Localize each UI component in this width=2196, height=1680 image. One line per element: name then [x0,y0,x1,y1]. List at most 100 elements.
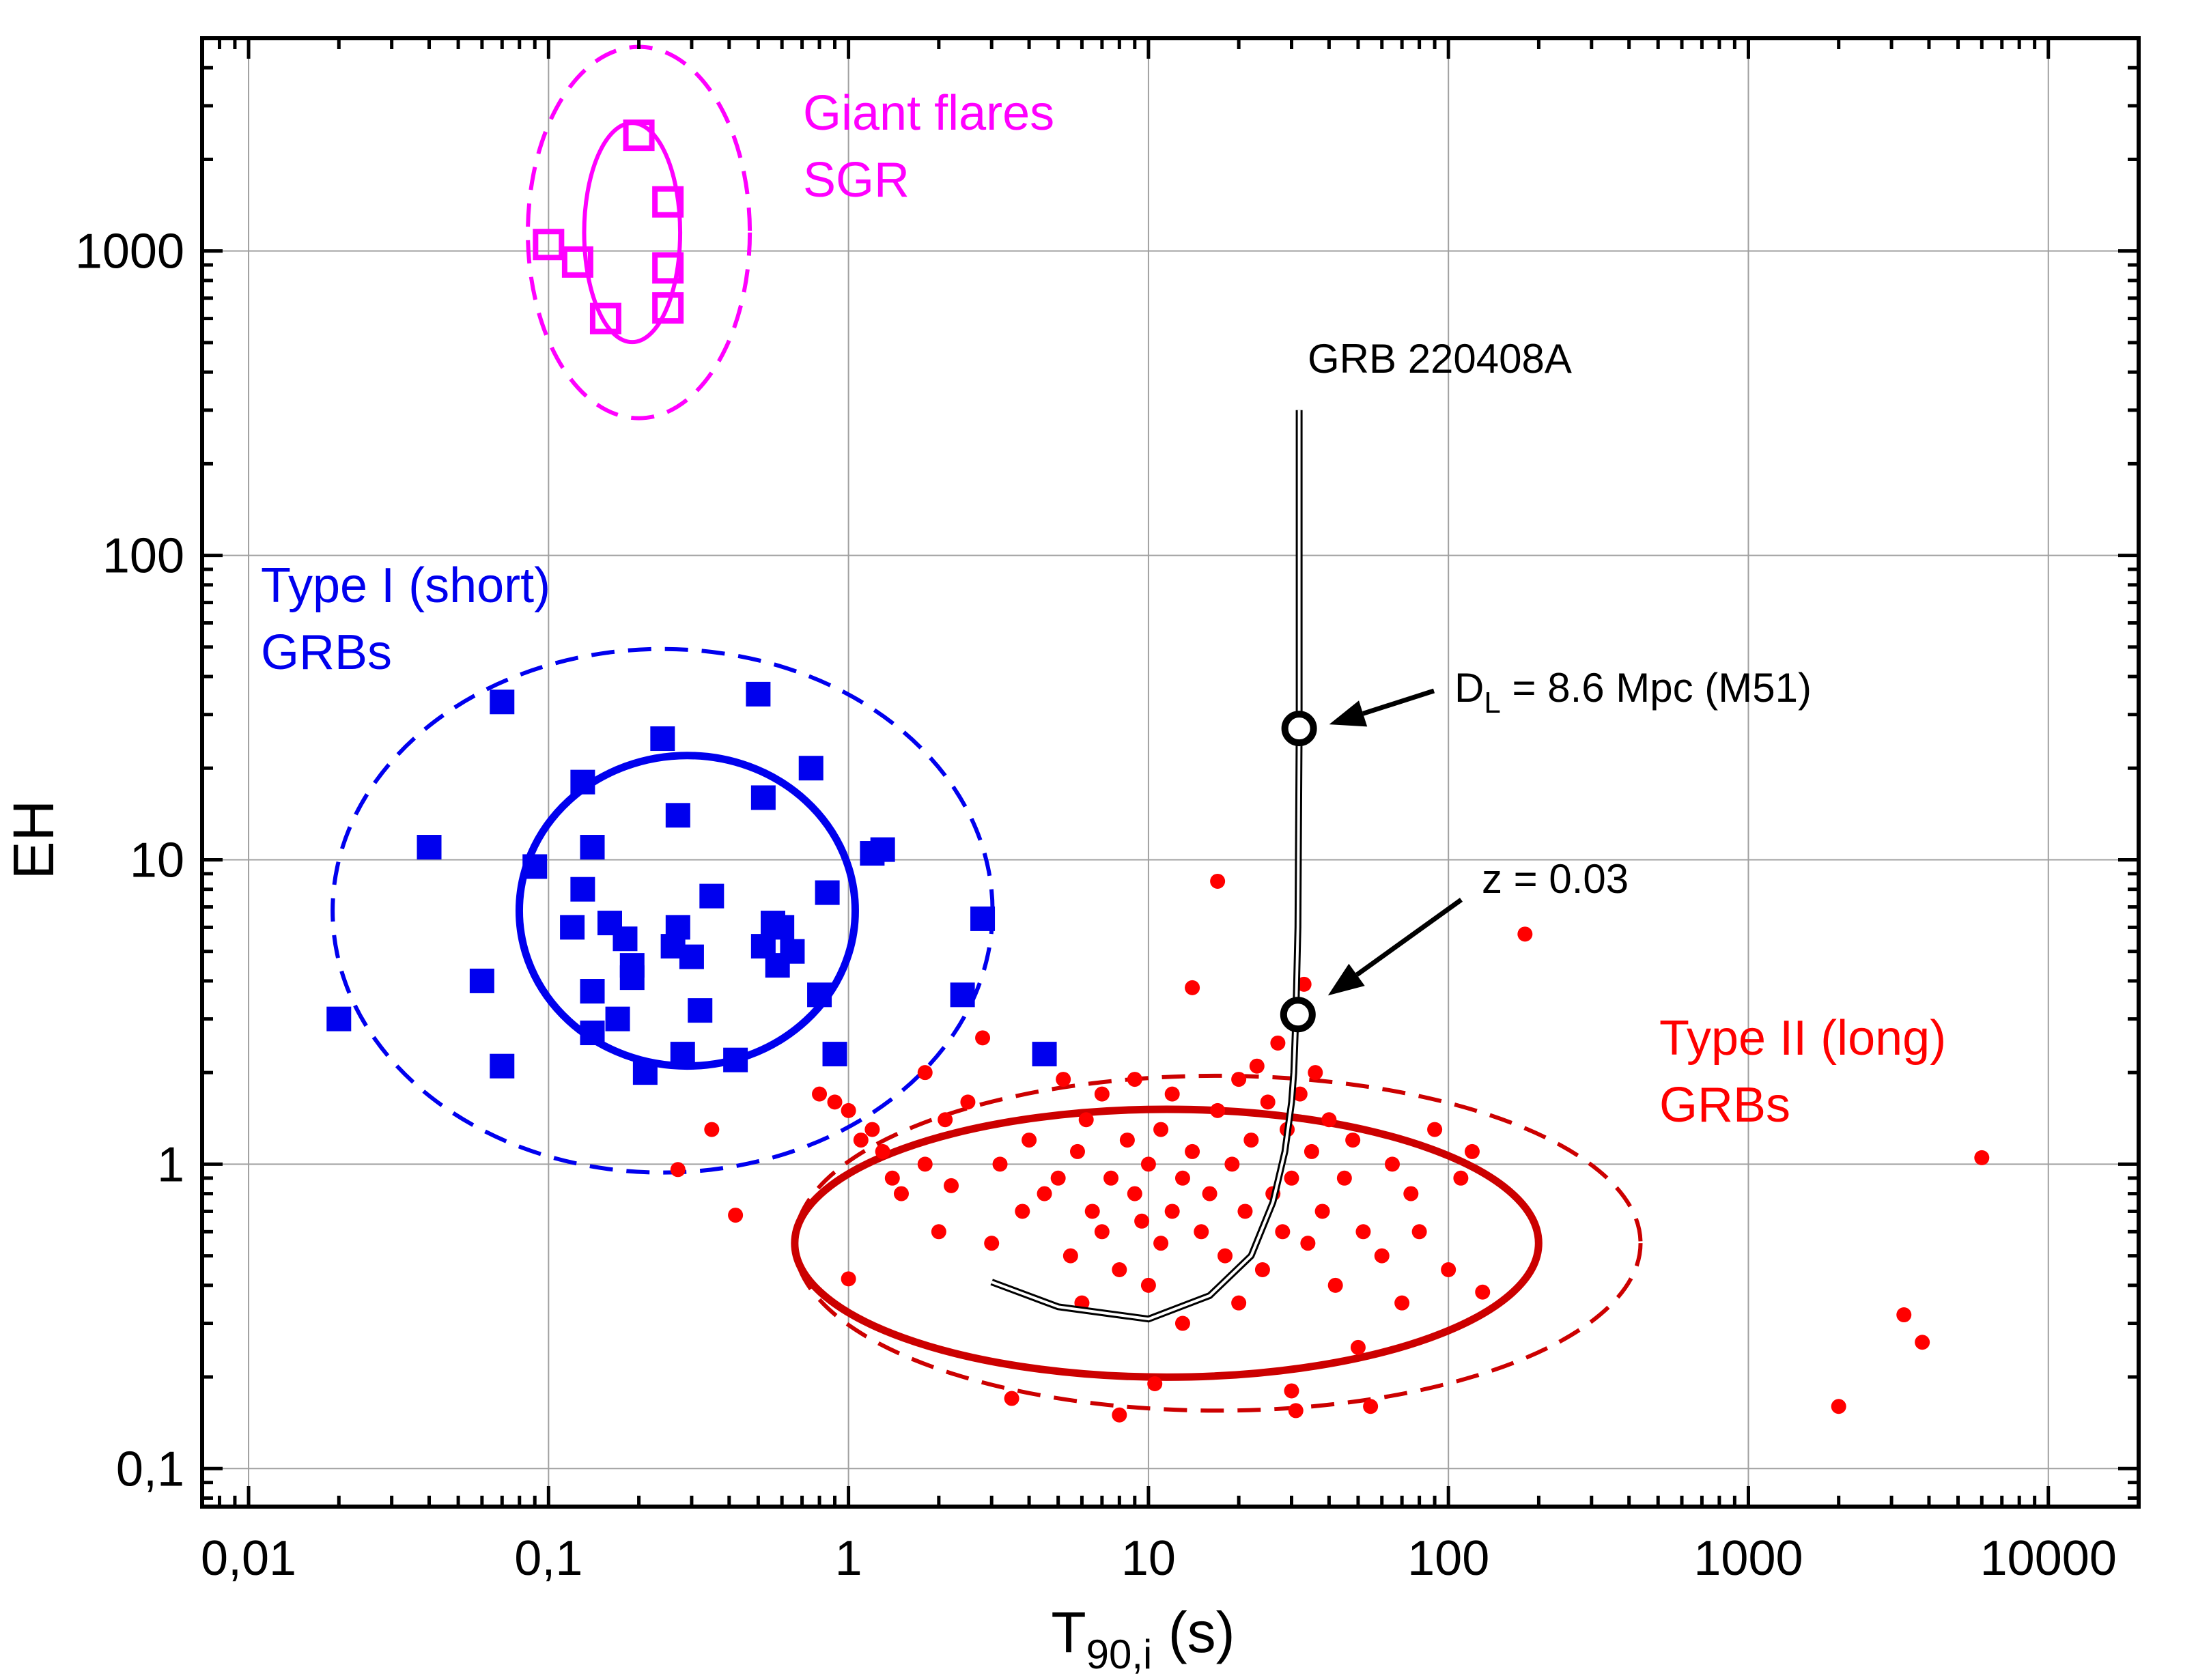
x-tick-label: 10 [1121,1531,1176,1586]
track-marker [1281,711,1317,747]
type2-point [1403,1186,1419,1201]
type2-point [1304,1143,1319,1159]
type2-label: GRBs [1659,1078,1790,1133]
type2-point [1974,1150,1990,1165]
type1-label: GRBs [261,625,392,680]
type2-point [670,1162,686,1178]
type2-point [841,1271,856,1287]
sgr-point [652,186,684,218]
type2-point [1231,1072,1247,1087]
type2-point [1078,1112,1094,1128]
y-tick-label: 0,1 [116,1442,184,1496]
type2-point [1004,1391,1019,1406]
type1-point [650,726,675,752]
type2-point [1270,1035,1286,1051]
type2-point [1231,1295,1247,1311]
marker-arrow-head [1327,963,1365,996]
type2-point [1517,926,1533,942]
sgr-point [589,302,621,334]
type1-point [522,854,548,879]
type1-point [1032,1042,1057,1067]
type1-point [469,968,494,993]
type2-point [1300,1236,1316,1251]
marker-arrow-line [1362,688,1435,716]
type2-point [728,1208,744,1223]
marker-label: z = 0.03 [1482,856,1629,902]
type2-point [1249,1058,1265,1074]
sgr-point [623,119,655,152]
marker-label: DL = 8.6 Mpc (M51) [1454,665,1812,720]
marker-label-rest: = 8.6 Mpc (M51) [1501,665,1812,711]
type1-point [780,939,805,964]
type1-point [570,769,595,795]
sgr-inner-ellipse [582,121,683,345]
type2-point [1308,1065,1323,1081]
type2-point [1237,1204,1253,1219]
plot-frame [200,36,2141,1509]
type2-point [884,1170,900,1186]
type1-point [580,835,605,860]
type2-point [931,1224,946,1240]
x-axis-title-sub: 90,i [1086,1632,1153,1677]
track-marker [1280,997,1316,1033]
x-tick-label: 1000 [1693,1531,1803,1586]
x-tick-label: 0,01 [201,1531,296,1586]
type1-point [632,1060,658,1085]
marker-label-main: z = 0.03 [1482,856,1629,902]
type1-point [605,1006,630,1031]
track-label: GRB 220408A [1308,336,1572,382]
type2-point [1164,1086,1180,1102]
type1-point [417,835,442,860]
type2-point [917,1156,933,1172]
type2-point [1153,1122,1169,1137]
type2-point [1327,1277,1343,1293]
type2-point [1134,1213,1150,1229]
type2-point [704,1122,720,1137]
type1-point [580,1021,605,1046]
type2-point [1112,1407,1127,1423]
type1-point [688,998,713,1023]
type2-point [1453,1170,1469,1186]
x-tick-label: 1 [835,1531,862,1586]
grid-lines [202,38,2139,1507]
type2-point [1363,1399,1379,1414]
marker-arrow-head [1329,700,1368,727]
type2-label: Type II (long) [1659,1011,1946,1066]
plot-border [200,36,2141,1509]
type2-point [1217,1248,1233,1264]
type2-point [1243,1133,1259,1148]
type1-point [746,681,771,707]
type1-point [950,982,975,1008]
type2-point [1050,1170,1066,1186]
type1-point [770,915,795,940]
type2-point [1288,1403,1304,1419]
type2-point [1275,1224,1291,1240]
type1-point [798,756,824,781]
x-axis-title: T90,i (s) [1051,1600,1235,1677]
type2-point [827,1094,843,1110]
type2-point [1314,1204,1330,1219]
type2-point [984,1236,1000,1251]
type2-point [1475,1284,1491,1300]
type1-point [619,953,645,978]
type2-point [893,1186,909,1201]
type1-point [970,906,996,931]
type2-point [1084,1204,1100,1219]
type2-point [975,1030,991,1046]
type2-point [1321,1112,1337,1128]
type2-point [853,1133,869,1148]
y-tick-label: 1 [157,1137,184,1192]
type1-point [665,915,690,940]
type2-point [1355,1224,1371,1240]
type2-point [917,1065,933,1081]
type1-point [665,803,690,828]
type1-point [750,785,776,810]
marker-arrow-line [1355,898,1463,977]
type2-point [1056,1072,1071,1087]
track-core [991,410,1301,1321]
type2-point [1174,1170,1190,1186]
sgr-point [652,252,684,284]
type2-point [1022,1133,1037,1148]
y-axis-title: EH [1,800,66,880]
